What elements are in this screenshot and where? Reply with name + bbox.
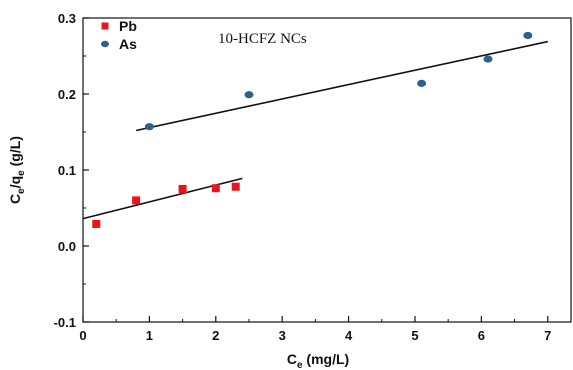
x-axis-label: Ce (mg/L) bbox=[287, 351, 349, 370]
x-tick-label: 4 bbox=[345, 328, 353, 343]
data-point-as bbox=[144, 123, 154, 131]
x-tick-label: 7 bbox=[544, 328, 551, 343]
x-tick-label: 2 bbox=[212, 328, 219, 343]
plot-frame bbox=[82, 17, 572, 323]
data-point-as bbox=[244, 91, 254, 99]
legend-label-as: As bbox=[119, 36, 137, 52]
y-tick-label: -0.1 bbox=[54, 315, 76, 330]
x-tick-label: 0 bbox=[79, 328, 86, 343]
legend-marker-as bbox=[101, 40, 109, 48]
data-point-pb bbox=[92, 219, 101, 228]
x-tick-label: 3 bbox=[279, 328, 286, 343]
data-point-pb bbox=[231, 182, 240, 191]
data-points bbox=[92, 31, 533, 228]
data-point-pb bbox=[211, 184, 220, 193]
fit-line-as bbox=[135, 40, 548, 132]
legend: Pb As bbox=[101, 18, 137, 52]
data-point-as bbox=[483, 55, 493, 63]
data-point-as bbox=[523, 31, 533, 40]
data-point-pb bbox=[178, 185, 187, 193]
axes: 0 1 2 3 4 5 6 7 -0.1 0.0 0.1 0.2 0.3 bbox=[54, 11, 572, 343]
y-tick-label: 0.1 bbox=[58, 163, 76, 178]
chart-annotation: 10-HCFZ NCs bbox=[218, 31, 307, 47]
legend-label-pb: Pb bbox=[119, 18, 137, 34]
x-tick-label: 1 bbox=[146, 328, 153, 343]
y-tick-label: 0.0 bbox=[58, 239, 76, 254]
x-tick-label: 5 bbox=[411, 328, 418, 343]
data-point-as bbox=[417, 79, 427, 87]
y-tick-label: 0.3 bbox=[58, 11, 76, 26]
fit-lines bbox=[82, 40, 548, 220]
y-tick-label: 0.2 bbox=[58, 87, 76, 102]
data-point-pb bbox=[132, 196, 141, 205]
x-tick-label: 6 bbox=[478, 328, 485, 343]
y-axis-label: Ce/qe (g/L) bbox=[7, 136, 27, 204]
legend-marker-pb bbox=[101, 22, 109, 30]
